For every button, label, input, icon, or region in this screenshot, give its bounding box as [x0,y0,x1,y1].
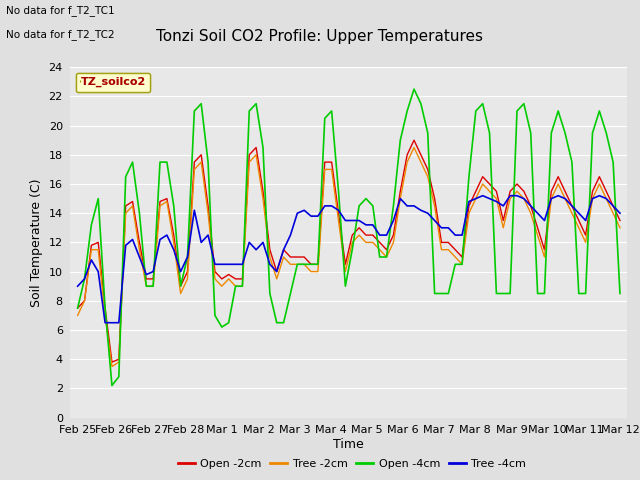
Legend: TZ_soilco2: TZ_soilco2 [76,73,150,92]
Y-axis label: Soil Temperature (C): Soil Temperature (C) [30,178,43,307]
X-axis label: Time: Time [333,438,364,451]
Text: Tonzi Soil CO2 Profile: Upper Temperatures: Tonzi Soil CO2 Profile: Upper Temperatur… [157,29,483,44]
Text: No data for f_T2_TC1: No data for f_T2_TC1 [6,5,115,16]
Legend: Open -2cm, Tree -2cm, Open -4cm, Tree -4cm: Open -2cm, Tree -2cm, Open -4cm, Tree -4… [173,455,531,473]
Text: No data for f_T2_TC2: No data for f_T2_TC2 [6,29,115,40]
